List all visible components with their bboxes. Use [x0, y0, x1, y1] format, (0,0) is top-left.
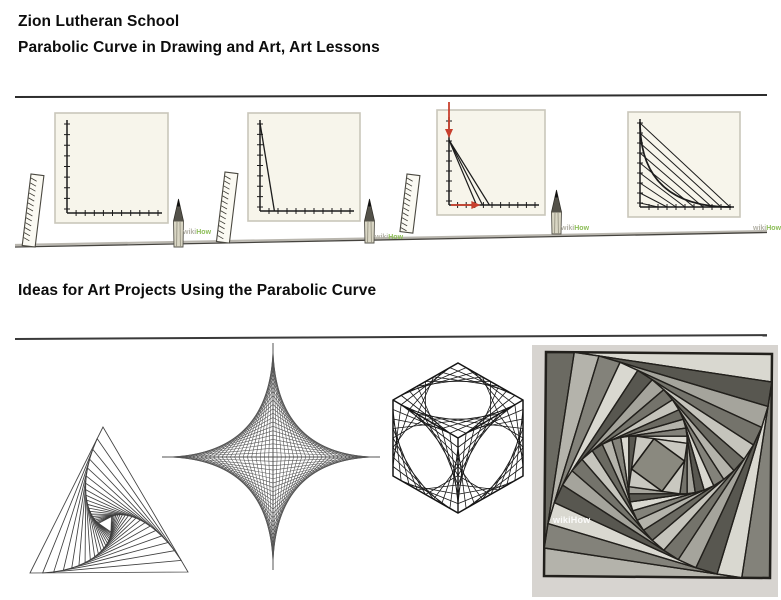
step-1-empty-axes: [21, 112, 184, 248]
figure-rotating-squares-photo: wikiHow: [532, 345, 778, 597]
wikihow-watermark: wikiHow: [183, 229, 212, 236]
wikihow-watermark: wikiHow: [553, 515, 591, 525]
step-3-fan-lines-with-guide-arrows: [399, 102, 562, 235]
pencil-icon: [364, 198, 375, 244]
graph-frame: [247, 112, 361, 222]
divider-middle: [14, 334, 767, 340]
pencil-icon: [551, 189, 562, 235]
wikihow-watermark: wikiHow: [753, 225, 781, 232]
graph-frame: [54, 112, 169, 224]
rotating-squares-artwork: [532, 345, 778, 597]
ruler-icon: [399, 173, 421, 234]
wikihow-watermark: wikiHow: [375, 234, 404, 241]
title-line-school: Zion Lutheran School: [18, 13, 180, 30]
title-line-subtitle: Parabolic Curve in Drawing and Art, Art …: [18, 39, 380, 56]
ruler-icon: [21, 173, 45, 248]
tutorial-steps-illustration: [14, 102, 768, 248]
step-4-completed-parabolic-curve: [627, 111, 741, 218]
figure-string-art-cube: [392, 362, 524, 514]
tutorial-steps-row: wikiHow wikiHow wikiHow wikiHow: [0, 100, 781, 250]
figure-star-astroid: [162, 343, 380, 570]
wikihow-watermark: wikiHow: [561, 225, 590, 232]
step-2-first-line: [215, 112, 375, 244]
page-title: Zion Lutheran School Parabolic Curve in …: [18, 9, 380, 61]
graph-frame: [436, 109, 546, 216]
divider-top: [14, 94, 768, 98]
pencil-icon: [173, 198, 184, 248]
figure-whirling-triangles: [29, 426, 189, 574]
section-heading: Ideas for Art Projects Using the Parabol…: [18, 282, 377, 299]
ruler-icon: [215, 171, 239, 244]
